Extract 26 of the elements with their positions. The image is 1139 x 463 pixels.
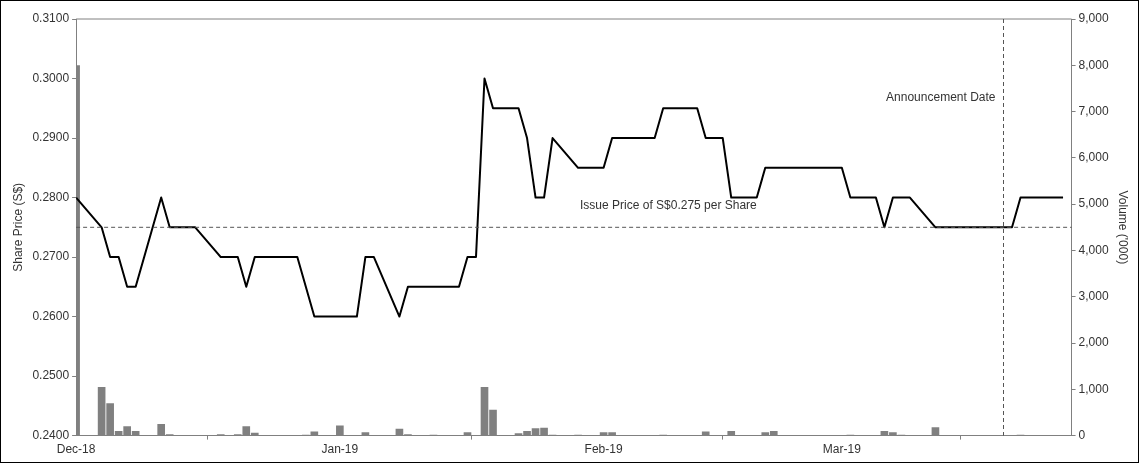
y-tick-label: 0.2400 — [32, 427, 70, 442]
y-axis-title: Share Price (S$) — [10, 182, 25, 272]
y2-axis-title: Volume ('000) — [1116, 190, 1131, 265]
y2-tick-label: 7,000 — [1078, 103, 1109, 118]
y-tick-label: 0.2500 — [32, 368, 70, 383]
y2-tick-label: 4,000 — [1078, 242, 1109, 257]
y2-tick-label: 2,000 — [1078, 335, 1109, 350]
y2-tick-label: 0 — [1078, 427, 1086, 442]
y2-tick-label: 3,000 — [1078, 289, 1109, 304]
y2-tick-label: 9,000 — [1078, 11, 1109, 26]
y2-tick-label: 5,000 — [1078, 196, 1109, 211]
y-tick-label: 0.3000 — [32, 70, 70, 85]
y2-tick-label: 8,000 — [1078, 57, 1109, 72]
x-tick-label: Mar-19 — [822, 442, 862, 457]
y-tick-label: 0.2700 — [32, 249, 70, 264]
x-tick-label: Feb-19 — [584, 442, 623, 457]
ref-line-label: Announcement Date — [886, 90, 996, 105]
y-tick-label: 0.2600 — [32, 308, 70, 323]
x-tick-label: Jan-19 — [321, 442, 359, 457]
y-tick-label: 0.2800 — [32, 189, 70, 204]
y2-tick-label: 6,000 — [1078, 150, 1109, 165]
y2-tick-label: 1,000 — [1078, 381, 1109, 396]
ref-line-label: Issue Price of S$0.275 per Share — [580, 197, 758, 212]
y-tick-label: 0.2900 — [32, 130, 70, 145]
y-tick-label: 0.3100 — [32, 11, 70, 26]
x-tick-label: Dec-18 — [56, 442, 96, 457]
